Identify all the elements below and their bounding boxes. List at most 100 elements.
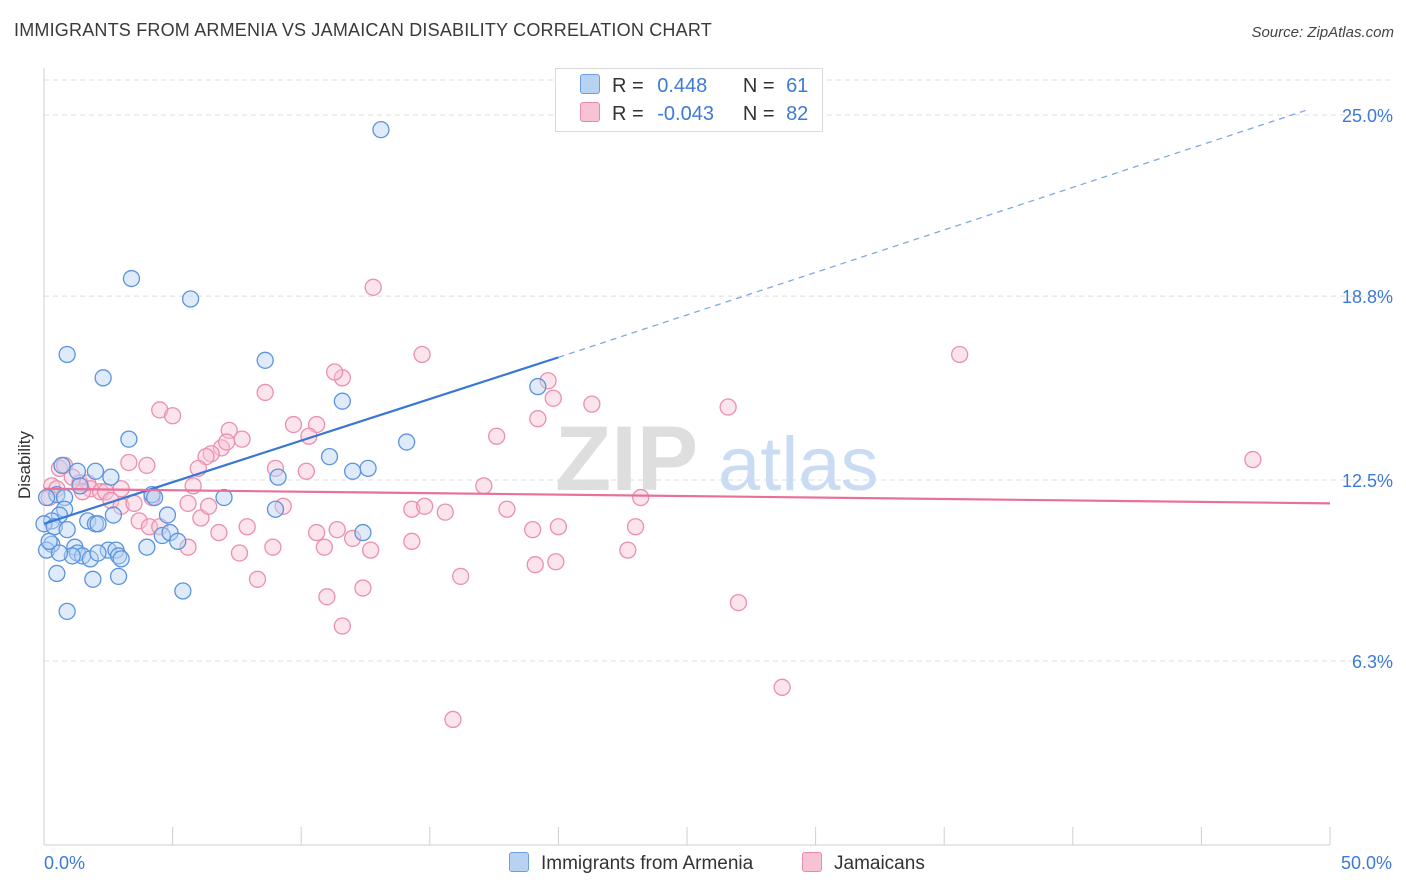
jamaicans-point [626, 518, 645, 536]
legend-item-jamaicans[interactable]: Jamaicans [802, 852, 925, 876]
armenia-point [84, 570, 102, 588]
n-value-armenia: 61 [786, 75, 809, 97]
jamaicans-point [719, 398, 737, 416]
armenia-point [354, 523, 372, 542]
armenia-trend-line [43, 356, 559, 525]
jamaicans-point [361, 541, 380, 559]
correlation-legend: R = 0.448 N = 61 R = -0.043 N = 82 [555, 68, 823, 132]
jamaicans-point [729, 594, 748, 612]
x-tick-label-min: 0.0% [44, 853, 85, 873]
jamaicans-point [210, 523, 228, 542]
jamaicans-legend-swatch [802, 852, 822, 872]
jamaicans-point [202, 445, 220, 463]
armenia-point [256, 351, 274, 369]
legend-label-armenia: Immigrants from Armenia [541, 853, 754, 874]
armenia-point [333, 392, 352, 410]
jamaicans-point [529, 410, 547, 428]
jamaicans-point [583, 395, 601, 413]
jamaicans-trend-line [43, 487, 1331, 505]
armenia-point [102, 468, 120, 486]
armenia-point [89, 544, 107, 562]
jamaicans-point [297, 462, 315, 480]
armenia-point [94, 369, 112, 387]
n-value-jamaicans: 82 [786, 103, 809, 125]
armenia-point [174, 582, 192, 600]
armenia-point [181, 290, 200, 308]
jamaicans-point [307, 523, 326, 542]
jamaicans-point [217, 433, 236, 451]
armenia-point [138, 538, 156, 556]
jamaicans-point [50, 459, 69, 477]
grid-lines [44, 79, 1392, 662]
jamaicans-point [354, 579, 372, 597]
jamaicans-point [632, 488, 650, 507]
jamaicans-point [328, 521, 346, 539]
jamaicans-point [318, 588, 336, 606]
legend-row-armenia: R = 0.448 N = 61 [580, 74, 808, 100]
armenia-point [68, 462, 87, 480]
armenia-point [169, 532, 187, 550]
armenia-point [320, 448, 339, 466]
y-tick-label: 18.8% [1342, 287, 1393, 307]
jamaicans-point [539, 372, 557, 390]
armenia-point [53, 456, 71, 475]
jamaicans-point [125, 494, 143, 513]
armenia-point [37, 488, 56, 507]
n-label: N = [742, 75, 775, 97]
armenia-point [266, 500, 285, 518]
jamaicans-point [364, 278, 382, 296]
legend-item-armenia[interactable]: Immigrants from Armenia [509, 852, 753, 876]
jamaicans-point [163, 407, 182, 425]
jamaicans-point [452, 567, 470, 586]
jamaicans-point [526, 556, 544, 574]
jamaicans-point [284, 415, 303, 434]
jamaicans-point [256, 383, 274, 402]
y-tick-label: 12.5% [1342, 471, 1393, 491]
jamaicans-point [264, 538, 282, 556]
armenia-point [343, 462, 362, 480]
armenia-point [269, 468, 287, 486]
armenia-point [398, 433, 416, 451]
jamaicans-point [248, 570, 267, 588]
armenia-point [359, 459, 377, 477]
jamaicans-point [475, 477, 493, 495]
armenia-point [58, 521, 76, 539]
jamaicans-point [130, 512, 148, 530]
jamaicans-point [544, 389, 562, 407]
n-label: N = [742, 103, 775, 125]
armenia-point [50, 544, 69, 562]
watermark: ZIP atlas [555, 408, 879, 510]
armenia-point [58, 602, 76, 621]
armenia-point [58, 345, 76, 364]
armenia-point [120, 430, 138, 448]
jamaicans-point [547, 553, 565, 571]
jamaicans-point [333, 617, 352, 635]
armenia-point [109, 567, 128, 586]
armenia-point [529, 377, 547, 396]
armenia-point [158, 506, 177, 524]
armenia-point [89, 515, 107, 533]
armenia-point [86, 462, 105, 480]
r-value-jamaicans: -0.043 [657, 103, 714, 125]
armenia-trend-extension [558, 108, 1310, 359]
armenia-swatch [580, 74, 600, 94]
jamaicans-swatch [580, 102, 600, 122]
r-value-armenia: 0.448 [657, 75, 708, 97]
armenia-point [71, 477, 89, 495]
jamaicans-point [950, 345, 969, 364]
axes [43, 68, 1331, 846]
legend-label-jamaicans: Jamaicans [834, 853, 925, 874]
armenia-point [112, 550, 130, 568]
jamaicans-point [444, 710, 462, 729]
tick-labels: 6.3% 12.5% 18.8% 25.0% 0.0% 50.0% [44, 106, 1393, 873]
jamaicans-point [1244, 450, 1262, 469]
jamaicans-point [315, 538, 333, 556]
armenia-point [63, 547, 81, 565]
jamaicans-point [413, 345, 431, 364]
armenia-point [109, 547, 128, 565]
jamaicans-point [773, 678, 791, 696]
armenia-point [372, 120, 390, 139]
jamaicans-point [138, 456, 156, 475]
legend-row-jamaicans: R = -0.043 N = 82 [580, 102, 808, 128]
